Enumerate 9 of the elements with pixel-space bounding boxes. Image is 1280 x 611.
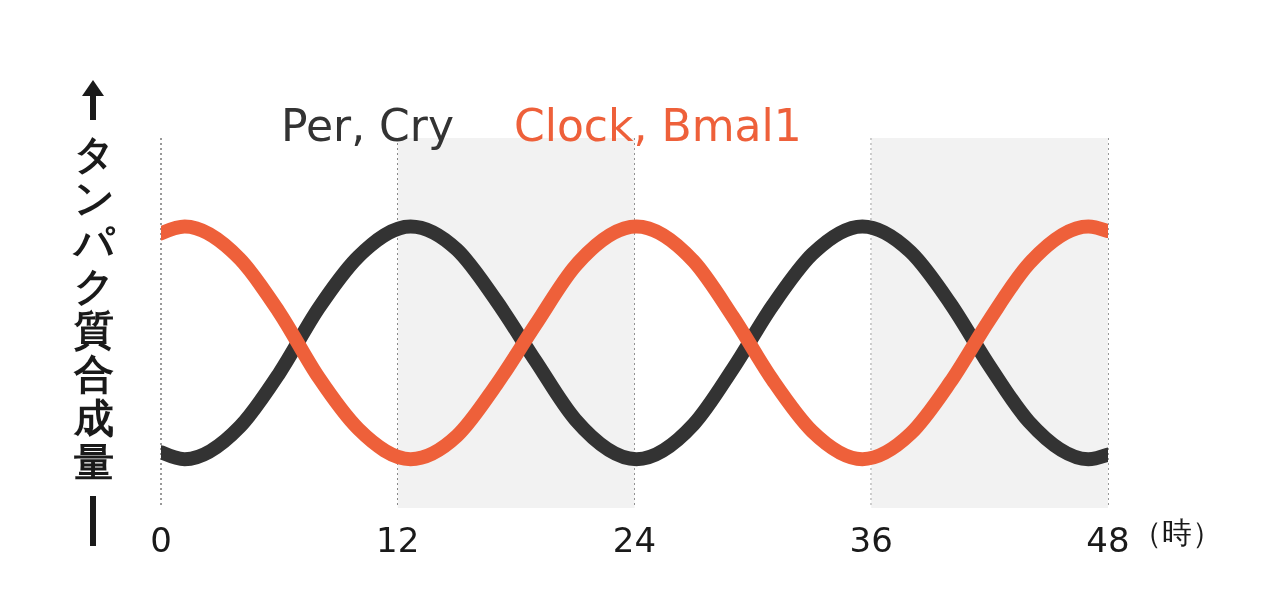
x-tick-label: 0 bbox=[150, 520, 172, 561]
text: Clock, Bmal1 bbox=[513, 100, 802, 151]
x-tick-label: 24 bbox=[612, 520, 657, 561]
x-axis-title: （時） bbox=[1132, 514, 1222, 552]
series-label: Per, Cry bbox=[281, 100, 454, 151]
x-tick-label: 36 bbox=[849, 520, 893, 561]
x-tick-label: 48 bbox=[1086, 520, 1130, 561]
y-axis-title: タンパク質合成量 bbox=[72, 131, 116, 485]
x-tick-label: 12 bbox=[376, 520, 420, 561]
